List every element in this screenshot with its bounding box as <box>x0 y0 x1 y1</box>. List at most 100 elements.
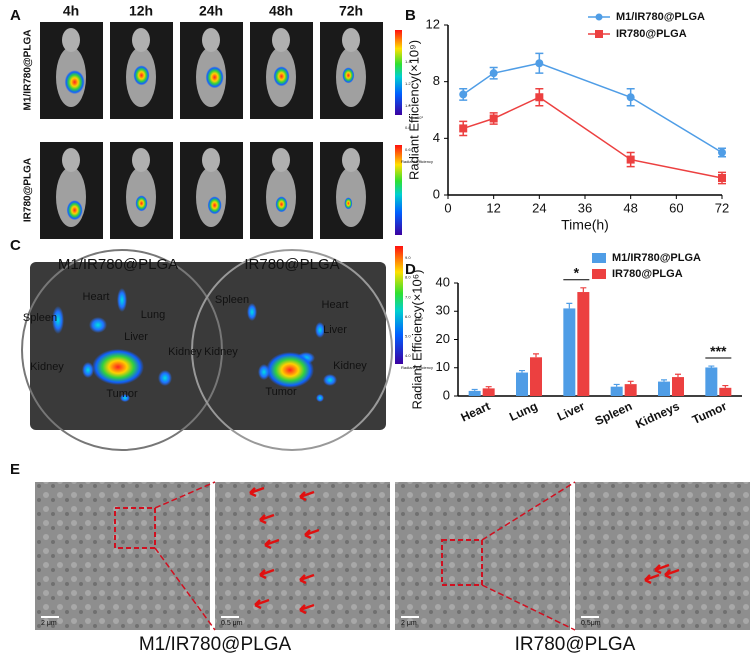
mouse-head <box>202 28 220 52</box>
signal <box>133 65 150 86</box>
legend-label: IR780@PLGA <box>616 28 687 40</box>
dish <box>191 249 393 451</box>
arrow <box>654 563 670 575</box>
legend-marker <box>595 30 603 38</box>
y-axis-label: Radiant Efficiency(×10⁹) <box>406 40 421 180</box>
arrow <box>664 568 680 580</box>
organ <box>120 394 130 402</box>
x-tick-label: Kidneys <box>633 399 682 432</box>
error-bar <box>580 287 587 293</box>
series-line <box>462 62 723 154</box>
dish-label: M1/IR780@PLGA <box>58 256 178 273</box>
arrow <box>259 568 275 580</box>
bar <box>672 377 684 396</box>
arrow <box>254 598 270 610</box>
mouse-body <box>196 167 226 227</box>
point <box>459 124 468 133</box>
colorbar-tick: 7.0 <box>405 294 411 299</box>
colorbar-tick: 1.0 <box>405 103 411 108</box>
time-label: 72h <box>339 3 363 19</box>
bar <box>468 390 481 396</box>
x-tick-label: Spleen <box>593 399 635 428</box>
organ <box>158 370 172 386</box>
legend-label: IR780@PLGA <box>612 268 683 280</box>
organ-label: Spleen <box>215 294 249 306</box>
signal <box>64 70 85 95</box>
point <box>626 155 635 164</box>
series-line <box>462 96 723 179</box>
y-tick-label: 30 <box>436 303 450 318</box>
organ-label: Tumor <box>106 388 138 400</box>
significance-label: *** <box>710 343 727 359</box>
scale-bar-label: 0.5μm <box>581 620 601 627</box>
arrow <box>259 513 275 525</box>
y-tick-label: 4 <box>433 130 440 145</box>
bar <box>658 381 670 396</box>
organ-label: Liver <box>124 331 148 343</box>
colorbar-exponent: x10⁹ <box>415 316 423 321</box>
organ <box>323 374 337 386</box>
mouse-body <box>336 167 366 227</box>
panel-label: E <box>10 461 20 478</box>
error-bar <box>675 373 681 378</box>
error-bar <box>519 369 525 373</box>
colorbar-tick: 5.0 <box>405 333 411 338</box>
organ <box>258 364 270 380</box>
colorbar-tick: 1.4 <box>405 59 411 64</box>
organ <box>266 352 314 388</box>
legend-label: M1/IR780@PLGA <box>612 252 701 264</box>
x-tick-label: 24 <box>532 200 546 215</box>
point <box>626 93 635 102</box>
signal <box>66 200 83 221</box>
zoom-box <box>441 539 483 586</box>
organ <box>315 322 325 338</box>
error-bar <box>627 380 634 385</box>
colorbar <box>395 246 403 364</box>
bar <box>719 387 732 396</box>
time-label: 4h <box>63 3 79 19</box>
time-label: 48h <box>269 3 293 19</box>
mouse-head <box>202 148 220 172</box>
mouse-head <box>272 148 290 172</box>
time-label: 24h <box>199 3 223 19</box>
x-tick-label: Lung <box>507 399 539 424</box>
legend-swatch <box>592 253 606 263</box>
organ <box>92 349 144 385</box>
signal <box>344 197 353 210</box>
signal <box>205 66 224 89</box>
error-bar <box>722 384 729 388</box>
point <box>535 93 544 102</box>
x-tick-label: Heart <box>459 399 493 425</box>
panel-label: A <box>10 7 21 24</box>
colorbar-exponent: x10⁹ <box>415 115 423 120</box>
y-tick-label: 12 <box>426 16 440 31</box>
error-bar <box>485 386 492 389</box>
colorbar-label: Radiant Efficiency <box>401 365 433 370</box>
organ-label: Kidney <box>204 346 238 358</box>
legend-swatch <box>592 269 606 279</box>
mouse-head <box>62 28 80 52</box>
y-tick-label: 20 <box>436 331 450 346</box>
mouse-head <box>272 28 290 52</box>
error-bar <box>661 379 667 382</box>
organ-label: Lung <box>141 309 165 321</box>
signal <box>135 195 148 212</box>
panel-label: C <box>10 237 21 254</box>
arrow <box>644 573 660 585</box>
mouse-head <box>342 148 360 172</box>
point <box>718 174 726 182</box>
mouse-head <box>132 28 150 52</box>
time-label: 12h <box>129 3 153 19</box>
y-tick-label: 8 <box>433 73 440 88</box>
y-axis-label: Radiant Efficiency(×10⁶) <box>409 270 424 410</box>
y-tick-label: 0 <box>433 186 440 201</box>
significance-label: * <box>574 265 580 281</box>
error-bar <box>566 302 573 309</box>
organ-label: Kidney <box>168 346 202 358</box>
colorbar-tick: 1.2 <box>405 81 411 86</box>
mouse-head <box>62 148 80 172</box>
bar <box>530 357 542 396</box>
colorbar-tick: 6.0 <box>405 314 411 319</box>
dish <box>21 249 223 451</box>
